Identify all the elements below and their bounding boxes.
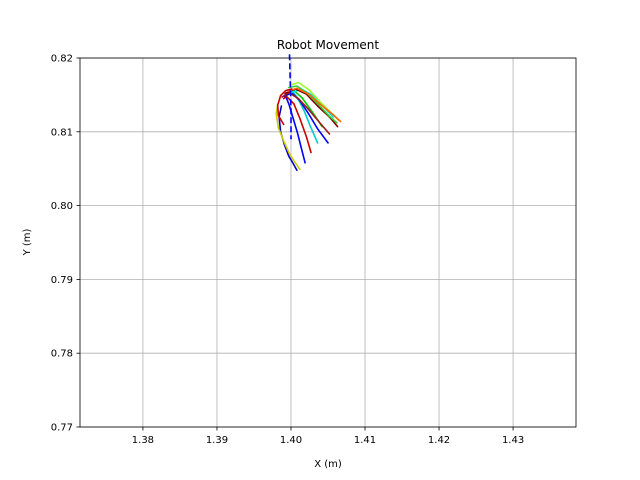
chart-title: Robot Movement (277, 38, 379, 52)
series-layer (275, 54, 342, 171)
x-tick-label: 1.43 (502, 435, 524, 446)
trajectory-line-4 (282, 95, 312, 154)
y-tick-label: 0.77 (51, 423, 73, 434)
trajectory-line-11 (287, 85, 338, 124)
plot-frame (79, 57, 577, 428)
trajectory-line-14 (276, 88, 293, 126)
x-tick-label: 1.41 (354, 435, 376, 446)
reference-dashed-line (288, 54, 292, 140)
y-axis-ticks: 0.77 0.78 0.79 0.80 0.81 0.82 (51, 54, 80, 434)
y-axis-label: Y (m) (22, 228, 33, 256)
y-tick-label: 0.80 (51, 201, 73, 212)
x-tick-label: 1.38 (132, 435, 154, 446)
trajectory-line-8 (281, 91, 331, 135)
y-tick-label: 0.78 (51, 349, 73, 360)
x-tick-label: 1.42 (428, 435, 450, 446)
x-axis-label: X (m) (314, 459, 342, 470)
x-tick-label: 1.39 (206, 435, 228, 446)
y-tick-label: 0.79 (51, 275, 73, 286)
plot-area (80, 58, 576, 427)
y-tick-label: 0.82 (51, 54, 73, 65)
trajectory-line-13 (287, 87, 342, 123)
trajectory-line-3 (284, 94, 306, 164)
x-axis-ticks: 1.38 1.39 1.40 1.41 1.42 1.43 (132, 427, 524, 446)
x-tick-label: 1.40 (280, 435, 302, 446)
y-tick-label: 0.81 (51, 127, 73, 138)
trajectory-line-2 (275, 103, 301, 171)
